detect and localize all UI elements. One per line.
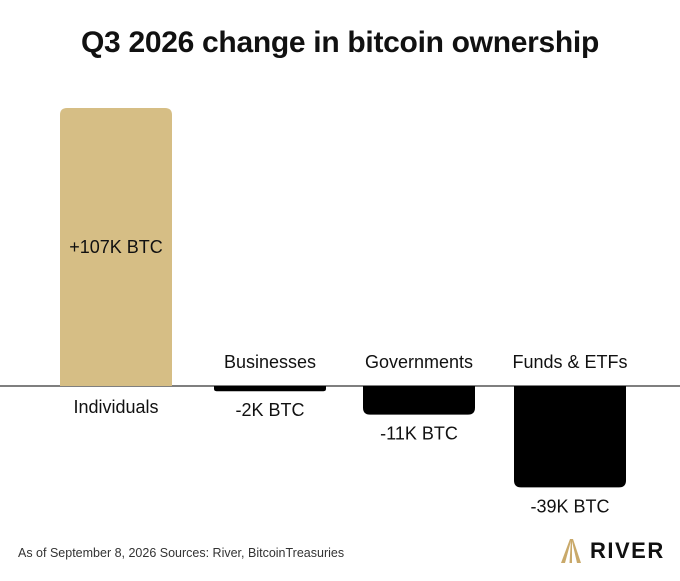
value-label: -2K BTC bbox=[235, 400, 304, 420]
river-mountain-icon bbox=[561, 539, 581, 563]
value-label: -11K BTC bbox=[380, 424, 458, 444]
bar-governments bbox=[363, 386, 475, 415]
value-label: +107K BTC bbox=[69, 237, 163, 257]
category-label: Individuals bbox=[73, 397, 158, 417]
value-label: -39K BTC bbox=[530, 496, 609, 516]
chart-title: Q3 2026 change in bitcoin ownership bbox=[81, 26, 599, 59]
brand-logo: RIVER bbox=[558, 536, 665, 566]
category-label: Funds & ETFs bbox=[512, 352, 627, 372]
bar-funds-etfs bbox=[514, 386, 626, 488]
category-label: Governments bbox=[365, 352, 473, 372]
bar-individuals bbox=[60, 108, 172, 386]
bar-businesses bbox=[214, 386, 326, 392]
brand-name: RIVER bbox=[590, 538, 665, 563]
source-note: As of September 8, 2026 Sources: River, … bbox=[18, 546, 345, 560]
category-label: Businesses bbox=[224, 352, 316, 372]
